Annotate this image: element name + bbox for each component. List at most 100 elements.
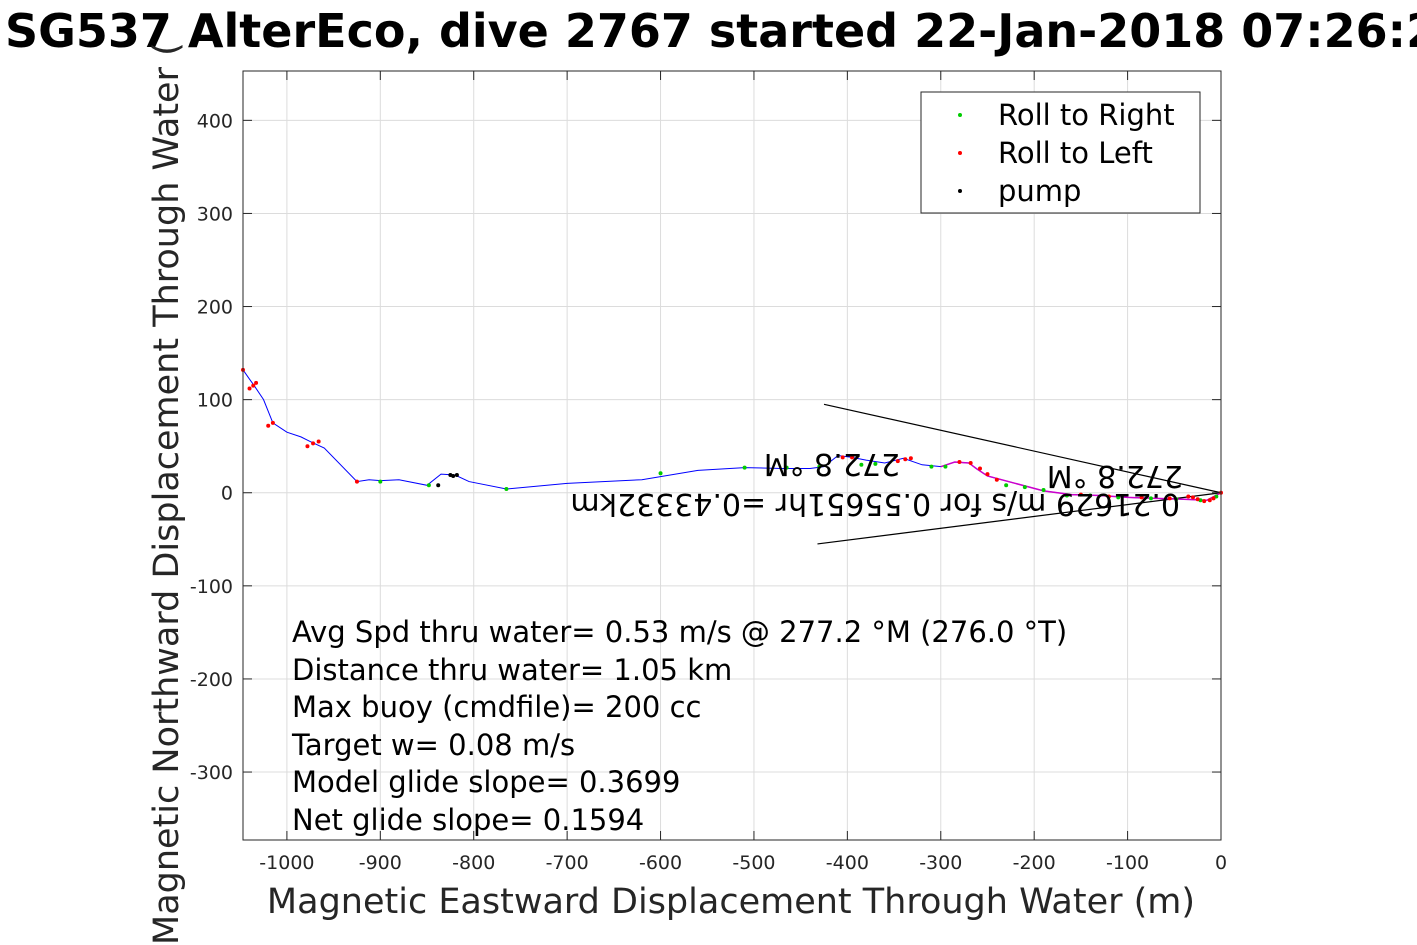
roll-right-point: [658, 471, 663, 476]
x-axis-label: Magnetic Eastward Displacement Through W…: [267, 882, 1195, 922]
x-tick-label: -600: [639, 852, 682, 874]
roll-left-point: [311, 441, 316, 446]
roll-left-point: [354, 479, 359, 484]
roll-right-point: [943, 464, 948, 469]
roll-left-point: [968, 460, 973, 465]
pump-point: [448, 473, 453, 478]
x-tick-label: -900: [359, 852, 402, 874]
current-annotations: 0.21629 m/s for 0.55651hr =0.43332km 272…: [570, 446, 1183, 521]
x-tick-label: -500: [732, 852, 775, 874]
roll-left-point: [251, 383, 256, 388]
pump-point: [436, 483, 441, 488]
roll-left-point: [985, 472, 990, 477]
roll-left-point: [903, 457, 908, 462]
current-speed-annotation: 0.21629 m/s for 0.55651hr =0.43332km: [570, 486, 1180, 521]
y-tick-label: 200: [197, 297, 233, 319]
roll-left-point: [1190, 495, 1195, 500]
roll-left-point: [1202, 499, 1207, 504]
stat-target-w: Target w= 0.08 m/s: [291, 728, 575, 762]
legend: Roll to Right Roll to Left pump: [920, 91, 1201, 214]
grid-lines: [243, 71, 1222, 840]
legend-marker-pump: [958, 189, 962, 193]
roll-right-point: [784, 465, 789, 470]
stat-model-glide-slope: Model glide slope= 0.3699: [292, 765, 680, 799]
roll-markers: [241, 367, 1223, 504]
y-tick-label: 400: [197, 110, 233, 132]
x-tick-label: -1000: [259, 852, 314, 874]
legend-label-roll-left: Roll to Left: [998, 136, 1153, 170]
roll-left-point: [1195, 497, 1200, 502]
roll-right-point: [929, 464, 934, 469]
legend-marker-roll-left: [958, 151, 962, 155]
x-tick-label: -200: [1013, 852, 1056, 874]
roll-left-point: [1186, 494, 1191, 499]
y-tick-label: -300: [190, 762, 233, 784]
roll-right-point: [1148, 496, 1153, 501]
roll-left-point: [994, 477, 999, 482]
roll-right-point: [742, 465, 747, 470]
roll-left-point: [1167, 496, 1172, 501]
roll-right-point: [378, 479, 383, 484]
roll-left-point: [908, 456, 913, 461]
roll-left-point: [254, 380, 259, 385]
roll-right-point: [817, 464, 822, 469]
roll-left-point: [270, 420, 275, 425]
current-wedge: [817, 403, 1222, 545]
legend-box: [920, 91, 1201, 214]
roll-right-point: [1174, 497, 1179, 502]
roll-left-point: [1106, 494, 1111, 499]
stat-distance: Distance thru water= 1.05 km: [292, 653, 732, 687]
legend-label-pump: pump: [998, 174, 1081, 208]
roll-left-point: [1207, 498, 1212, 503]
current-heading-annotation-1: 272.8 °M: [764, 446, 900, 481]
roll-left-point: [305, 444, 310, 449]
roll-left-point: [1078, 492, 1083, 497]
y-tick-label: -200: [190, 669, 233, 691]
chart-title: SG537 AlterEco, dive 2767 started 22-Jan…: [5, 4, 1417, 58]
roll-right-point: [1041, 487, 1046, 492]
roll-left-point: [957, 460, 962, 465]
roll-right-point: [859, 462, 864, 467]
roll-right-point: [873, 461, 878, 466]
pump-point: [454, 473, 459, 478]
roll-right-point: [504, 487, 509, 492]
axis-ticks: -1000 -900 -800 -700 -600 -500 -400 -300 -200 -10…: [190, 71, 1227, 874]
stats-block: Avg Spd thru water= 0.53 m/s @ 277.2 °M …: [291, 615, 1067, 837]
roll-right-point: [1064, 493, 1069, 498]
roll-left-point: [895, 459, 900, 464]
current-heading-annotation-2: 272.8 °M: [1047, 458, 1183, 493]
roll-right-point: [1022, 485, 1027, 490]
x-tick-label: 0: [1215, 852, 1227, 874]
roll-right-point: [1004, 483, 1009, 488]
roll-left-point: [1211, 496, 1216, 501]
legend-label-roll-right: Roll to Right: [998, 98, 1175, 132]
roll-left-point: [978, 466, 983, 471]
stat-max-buoy: Max buoy (cmdfile)= 200 cc: [292, 690, 701, 724]
x-tick-label: -300: [919, 852, 962, 874]
current-wedge-line: [823, 403, 1222, 494]
axes-frame: [242, 70, 1222, 841]
y-tick-label: 0: [221, 483, 233, 505]
roll-left-point: [316, 439, 321, 444]
stat-net-glide-slope: Net glide slope= 0.1594: [292, 803, 644, 837]
roll-left-point: [247, 386, 252, 391]
y-tick-label: -100: [190, 576, 233, 598]
legend-marker-roll-right: [958, 113, 962, 117]
x-tick-label: -700: [546, 852, 589, 874]
roll-left-point: [840, 455, 845, 460]
y-axis-label: Magnetic Northward Displacement Through …: [147, 42, 187, 945]
x-tick-label: -400: [826, 852, 869, 874]
x-tick-label: -100: [1106, 852, 1149, 874]
x-tick-label: -800: [452, 852, 495, 874]
roll-right-point: [426, 483, 431, 488]
roll-right-point: [1088, 493, 1093, 498]
roll-right-point: [1116, 495, 1121, 500]
y-tick-label: 100: [197, 390, 233, 412]
roll-left-point: [266, 423, 271, 428]
roll-left-point: [1139, 495, 1144, 500]
roll-left-point: [850, 455, 855, 460]
y-tick-label: 300: [197, 203, 233, 225]
current-wedge-line: [817, 492, 1222, 545]
stat-avg-speed: Avg Spd thru water= 0.53 m/s @ 277.2 °M …: [292, 615, 1067, 649]
